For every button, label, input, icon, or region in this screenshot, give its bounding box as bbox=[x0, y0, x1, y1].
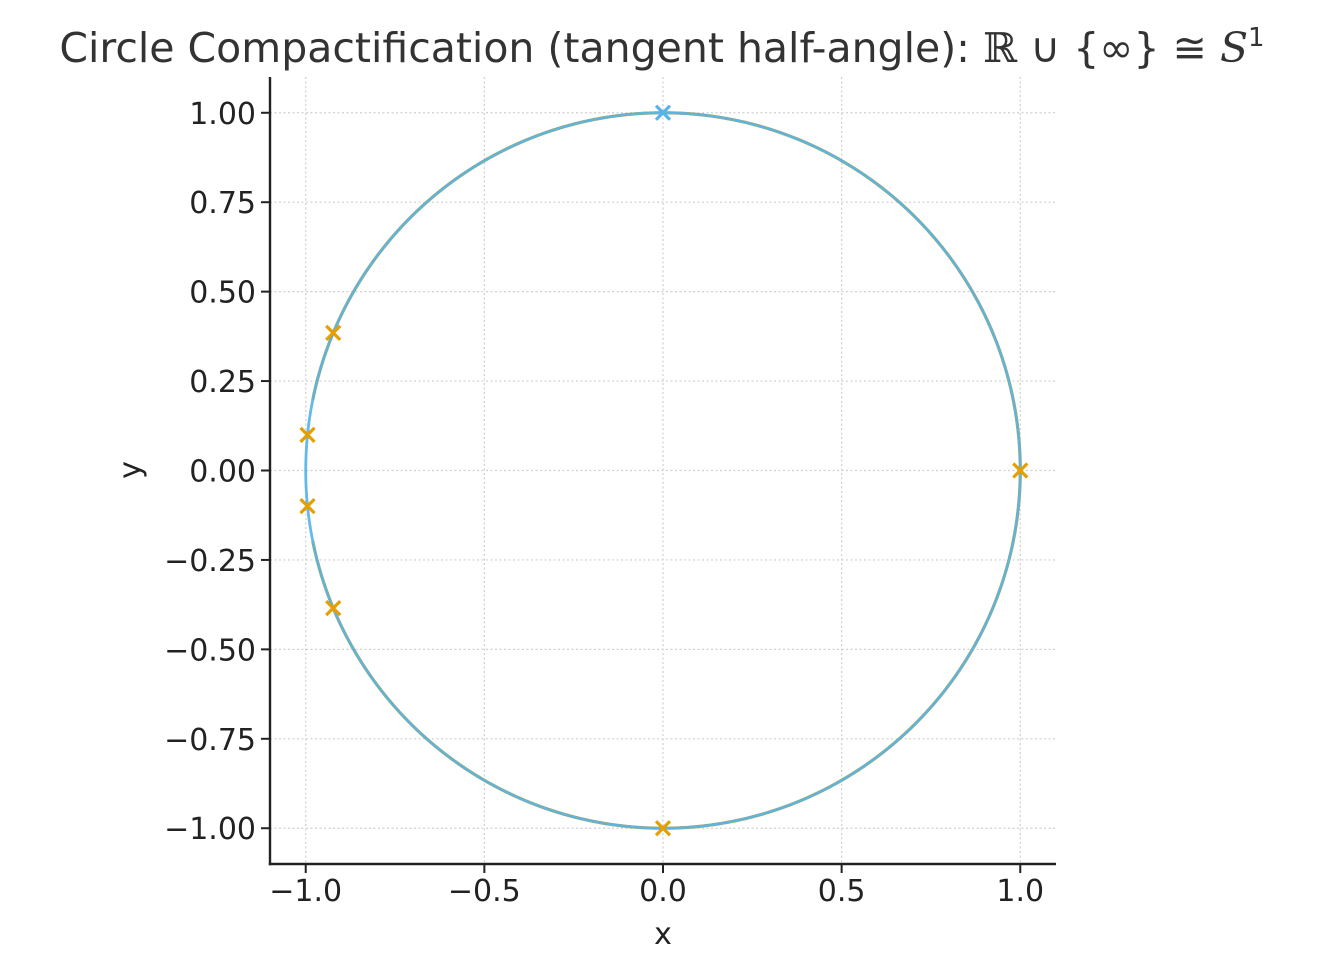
y-tick-label: 0.00 bbox=[189, 455, 256, 490]
y-tick-label: 1.00 bbox=[189, 97, 256, 132]
x-tick-label: 0.0 bbox=[639, 874, 687, 909]
grid-layer bbox=[270, 77, 1056, 864]
y-tick-label: −0.75 bbox=[164, 723, 256, 758]
axes-layer: −1.0 −0.5 0.0 0.5 1.0 1.00 0.75 0.50 0.25 0.00 −0.… bbox=[164, 77, 1056, 909]
chart-title-sphere: S bbox=[1220, 24, 1248, 72]
y-tick-label: 0.50 bbox=[189, 276, 256, 311]
y-tick-label: −1.00 bbox=[164, 812, 256, 847]
marker-layer bbox=[299, 104, 1029, 837]
chart-title-union: ∪ {∞} ≅ bbox=[1017, 24, 1220, 72]
data-point-marker bbox=[299, 497, 316, 515]
chart-title-superscript: 1 bbox=[1248, 23, 1265, 53]
y-tick-label: −0.25 bbox=[164, 544, 256, 579]
y-axis-label: y bbox=[113, 461, 148, 479]
y-tick-label: −0.50 bbox=[164, 633, 256, 668]
x-axis-label: x bbox=[654, 917, 672, 952]
chart-title: Circle Compactification (tangent half-an… bbox=[59, 23, 1264, 72]
x-tick-label: −0.5 bbox=[448, 874, 521, 909]
x-tick-label: −1.0 bbox=[269, 874, 342, 909]
y-tick-label: 0.25 bbox=[189, 365, 256, 400]
chart-title-reals: ℝ bbox=[983, 24, 1018, 72]
data-point-marker bbox=[299, 426, 316, 444]
x-tick-label: 0.5 bbox=[818, 874, 866, 909]
x-tick-label: 1.0 bbox=[996, 874, 1044, 909]
data-point-marker bbox=[1012, 462, 1029, 479]
data-point-marker bbox=[325, 324, 342, 342]
series-circle-blue bbox=[304, 111, 1022, 830]
y-tick-label: 0.75 bbox=[189, 186, 256, 221]
data-point-marker bbox=[654, 820, 672, 837]
data-point-marker bbox=[325, 599, 342, 617]
data-point-marker bbox=[654, 104, 672, 121]
chart-title-prefix: Circle Compactification (tangent half-an… bbox=[59, 24, 983, 72]
